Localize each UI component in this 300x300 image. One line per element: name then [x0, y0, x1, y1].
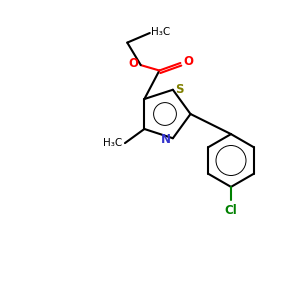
Text: S: S [175, 83, 184, 96]
Text: H₃C: H₃C [151, 26, 170, 37]
Text: Cl: Cl [225, 204, 237, 217]
Text: O: O [183, 55, 194, 68]
Text: N: N [161, 133, 171, 146]
Text: H₃C: H₃C [103, 138, 122, 148]
Text: O: O [128, 57, 138, 70]
